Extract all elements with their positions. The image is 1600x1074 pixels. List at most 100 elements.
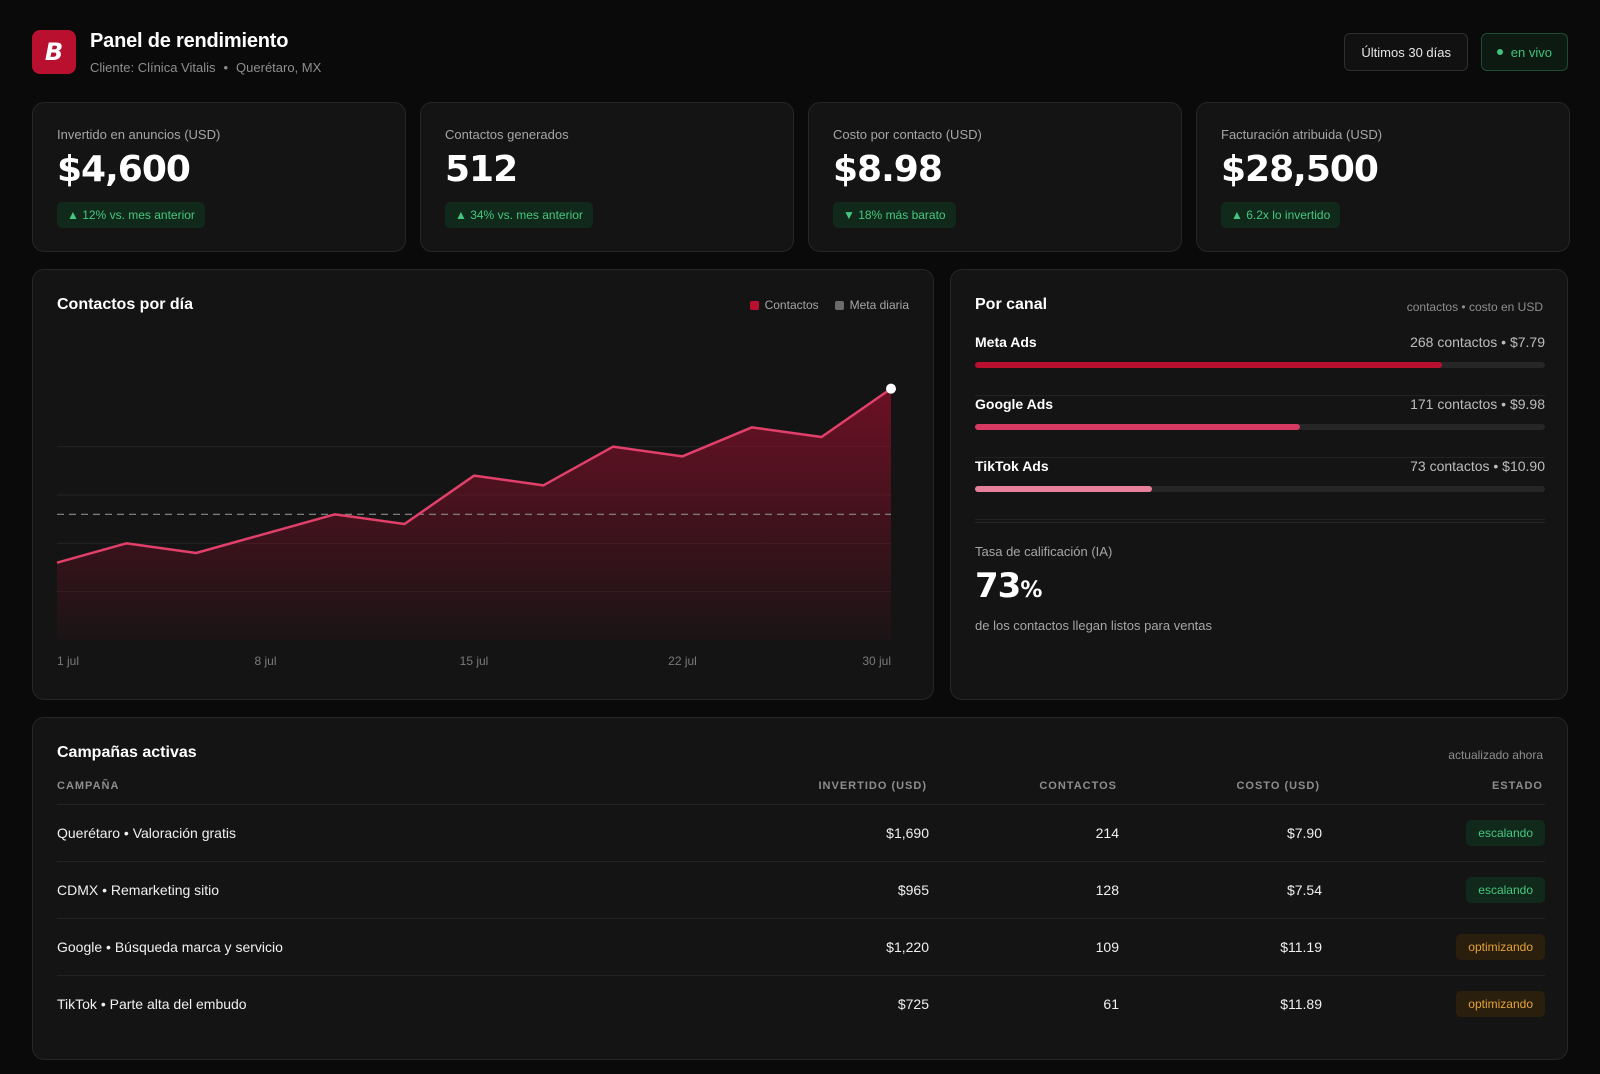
legend-item-contacts: Contactos	[749, 298, 819, 312]
status-badge: optimizando	[1456, 934, 1545, 960]
channel-bar-fill	[975, 362, 1443, 368]
campaign-name: TikTok • Parte alta del embudo	[57, 996, 247, 1012]
qualification-label: Tasa de calificación (IA)	[975, 544, 1113, 559]
kpi-badge: ▼ 18% más barato	[833, 201, 956, 228]
kpi-value: $28,500	[1221, 149, 1379, 190]
kpi-label: Costo por contacto (USD)	[833, 127, 982, 142]
channel-note: contactos • costo en USD	[1406, 300, 1543, 314]
kpi-value: $4,600	[57, 149, 191, 190]
kpi-label: Invertido en anuncios (USD)	[57, 127, 221, 142]
legend-label: Contactos	[764, 298, 819, 312]
campaign-name: CDMX • Remarketing sitio	[57, 882, 220, 898]
kpi-value: 512	[445, 149, 518, 190]
chart-x-tick-label: 22 jul	[668, 654, 697, 668]
kpi-badge: ▲ 34% vs. mes anterior	[445, 201, 593, 228]
brand-logo: B	[32, 30, 76, 74]
campaign-cost: $7.90	[1286, 825, 1322, 841]
status-badge: escalando	[1466, 877, 1545, 903]
channel-meta: 73 contactos • $10.90	[1410, 458, 1545, 474]
qualification-number: 73	[975, 566, 1021, 606]
channel-meta: 171 contactos • $9.98	[1410, 396, 1545, 412]
column-header-campaign: CAMPAÑA	[57, 780, 120, 792]
campaign-cost: $11.19	[1280, 939, 1322, 955]
client-location: Querétaro, MX	[236, 60, 322, 75]
kpi-label: Facturación atribuida (USD)	[1221, 127, 1383, 142]
kpi-badge: ▲ 6.2x lo invertido	[1221, 201, 1341, 228]
channel-bar-fill	[975, 424, 1300, 430]
campaign-name: Querétaro • Valoración gratis	[57, 825, 236, 841]
campaign-spent: $1,220	[886, 939, 929, 955]
column-header-status: ESTADO	[1491, 780, 1543, 792]
table-row[interactable]: TikTok • Parte alta del embudo $725 61 $…	[57, 975, 1545, 1033]
kpi-badge: ▲ 12% vs. mes anterior	[57, 201, 205, 228]
page-title: Panel de rendimiento	[90, 30, 289, 52]
channel-row-meta: Meta Ads 268 contactos • $7.79	[975, 334, 1545, 396]
date-range-button[interactable]: Últimos 30 días	[1344, 33, 1468, 71]
channel-bar-fill	[975, 486, 1152, 492]
chart-x-tick-label: 15 jul	[460, 654, 489, 668]
header: B Panel de rendimiento Cliente: Clínica …	[32, 30, 1568, 75]
legend-label: Meta diaria	[849, 298, 909, 312]
table-title: Campañas activas	[57, 744, 197, 761]
client-name: Cliente: Clínica Vitalis	[90, 60, 216, 75]
channel-bar-track	[975, 362, 1545, 368]
campaign-cost: $11.89	[1280, 996, 1322, 1012]
channel-card: Por canal contactos • costo en USD Meta …	[950, 269, 1568, 700]
legend-swatch	[749, 300, 759, 310]
page-subtitle: Cliente: Clínica Vitalis • Querétaro, MX	[90, 60, 321, 75]
kpi-card-revenue: Facturación atribuida (USD) $28,500 ▲ 6.…	[1196, 102, 1570, 252]
separator-dot: •	[223, 60, 229, 75]
campaign-spent: $725	[897, 996, 929, 1012]
qualification-value: 73%	[975, 566, 1042, 606]
chart-last-point	[886, 383, 896, 394]
contacts-chart-card: Contactos por día Contactos Meta diaria …	[32, 269, 934, 700]
channel-name: Google Ads	[975, 396, 1054, 412]
column-header-contacts: CONTACTOS	[1039, 780, 1117, 792]
chart-x-tick-label: 30 jul	[862, 654, 891, 668]
channel-bar-track	[975, 424, 1545, 430]
campaign-name: Google • Búsqueda marca y servicio	[57, 939, 283, 955]
chart-title: Contactos por día	[57, 296, 194, 313]
table-row[interactable]: Querétaro • Valoración gratis $1,690 214…	[57, 804, 1545, 862]
table-row[interactable]: Google • Búsqueda marca y servicio $1,22…	[57, 918, 1545, 976]
campaign-contacts: 61	[1103, 996, 1119, 1012]
channel-bar-track	[975, 486, 1545, 492]
campaign-cost: $7.54	[1286, 882, 1322, 898]
live-dot-icon	[1496, 49, 1503, 55]
status-badge: optimizando	[1456, 991, 1545, 1017]
channel-row-tiktok: TikTok Ads 73 contactos • $10.90	[975, 458, 1545, 520]
kpi-card-cost-per-contact: Costo por contacto (USD) $8.98 ▼ 18% más…	[808, 102, 1182, 252]
channel-title: Por canal	[975, 296, 1048, 313]
campaign-contacts: 128	[1095, 882, 1119, 898]
kpi-value: $8.98	[833, 149, 943, 190]
column-header-spent: INVERTIDO (USD)	[818, 780, 927, 792]
kpi-label: Contactos generados	[445, 127, 569, 142]
campaign-contacts: 214	[1095, 825, 1119, 841]
channel-name: Meta Ads	[975, 334, 1037, 350]
chart-x-tick-label: 8 jul	[254, 654, 276, 668]
campaign-spent: $965	[897, 882, 929, 898]
channel-row-google: Google Ads 171 contactos • $9.98	[975, 396, 1545, 458]
column-header-cost: COSTO (USD)	[1236, 780, 1320, 792]
table-updated-note: actualizado ahora	[1448, 748, 1543, 762]
contacts-area-chart: 1 jul 8 jul 15 jul 22 jul 30 jul	[56, 383, 896, 668]
live-status-badge: en vivo	[1480, 33, 1568, 71]
campaign-contacts: 109	[1095, 939, 1119, 955]
chart-x-tick-label: 1 jul	[57, 654, 79, 668]
channel-meta: 268 contactos • $7.79	[1410, 334, 1545, 350]
divider	[975, 522, 1545, 523]
chart-series-line	[56, 387, 892, 564]
legend-item-target: Meta diaria	[834, 298, 909, 312]
table-row[interactable]: CDMX • Remarketing sitio $965 128 $7.54 …	[57, 861, 1545, 919]
status-badge: escalando	[1466, 820, 1545, 846]
campaign-spent: $1,690	[886, 825, 929, 841]
channel-name: TikTok Ads	[975, 458, 1049, 474]
kpi-card-spend: Invertido en anuncios (USD) $4,600 ▲ 12%…	[32, 102, 406, 252]
chart-legend: Contactos Meta diaria	[749, 298, 909, 312]
kpi-card-contacts: Contactos generados 512 ▲ 34% vs. mes an…	[420, 102, 794, 252]
campaigns-table-card: Campañas activas actualizado ahora CAMPA…	[32, 717, 1568, 1060]
live-label: en vivo	[1510, 44, 1552, 60]
qualification-description: de los contactos llegan listos para vent…	[975, 618, 1213, 633]
chart-area-fill	[57, 388, 891, 640]
qualification-unit: %	[1020, 578, 1042, 603]
